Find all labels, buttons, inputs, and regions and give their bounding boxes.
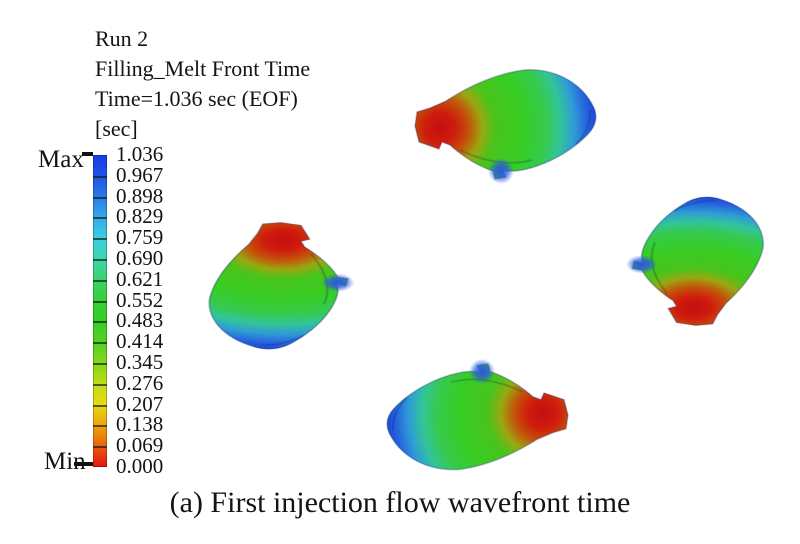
colorbar-value: 0.829 bbox=[116, 204, 164, 229]
colorbar-value: 0.414 bbox=[116, 329, 164, 354]
cavity-left bbox=[207, 221, 356, 351]
colorbar-tick bbox=[93, 259, 107, 261]
cavity-bottom bbox=[386, 357, 569, 471]
cavity-top bbox=[414, 68, 597, 185]
colorbar-value: 0.690 bbox=[116, 245, 164, 270]
colorbar-value: 0.621 bbox=[116, 266, 164, 291]
colorbar-tick bbox=[93, 446, 107, 449]
colorbar-tick bbox=[93, 196, 107, 199]
colorbar-value: 0.069 bbox=[116, 433, 164, 458]
unit-label: [sec] bbox=[95, 116, 138, 141]
colorbar-value: 0.759 bbox=[116, 225, 164, 250]
colorbar-value: 0.000 bbox=[116, 453, 164, 478]
colorbar-value: 0.483 bbox=[116, 308, 164, 333]
colorbar-value: 0.967 bbox=[116, 162, 164, 187]
colorbar-max-label: Max bbox=[38, 146, 84, 173]
colorbar-value: 0.552 bbox=[116, 287, 164, 312]
colorbar-tick bbox=[93, 383, 107, 386]
result-header: Run 2 Filling_Melt Front Time Time=1.036… bbox=[95, 24, 310, 144]
colorbar-tick bbox=[93, 321, 107, 324]
colorbar-min-label: Min bbox=[44, 448, 86, 475]
time-label: Time=1.036 sec (EOF) bbox=[95, 86, 298, 111]
colorbar-value: 0.138 bbox=[116, 412, 164, 437]
result-type-label: Filling_Melt Front Time bbox=[95, 56, 311, 81]
colorbar bbox=[93, 155, 107, 467]
colorbar-value: 0.207 bbox=[116, 391, 164, 416]
figure-caption: (a) First injection flow wavefront time bbox=[169, 486, 631, 519]
colorbar-tick bbox=[93, 363, 107, 365]
colorbar-value: 0.276 bbox=[116, 370, 164, 395]
colorbar-tick bbox=[93, 342, 107, 345]
colorbar-tick bbox=[93, 175, 107, 178]
run-label: Run 2 bbox=[95, 26, 149, 51]
colorbar-tick bbox=[93, 404, 107, 407]
colorbar-value: 1.036 bbox=[116, 142, 164, 166]
cavity-right bbox=[625, 195, 765, 327]
colorbar-tick bbox=[93, 238, 107, 241]
colorbar-tick bbox=[93, 217, 107, 220]
colorbar-values: 1.036 0.967 0.898 0.829 0.759 0.690 0.62… bbox=[116, 144, 163, 477]
colorbar-tick bbox=[93, 425, 107, 428]
colorbar-max-tick bbox=[82, 152, 93, 156]
colorbar-value: 0.345 bbox=[116, 349, 164, 374]
colorbar-tick bbox=[93, 279, 107, 282]
colorbar-value: 0.898 bbox=[116, 183, 164, 208]
colorbar-min-tick bbox=[74, 462, 93, 466]
colorbar-tick bbox=[93, 300, 107, 303]
